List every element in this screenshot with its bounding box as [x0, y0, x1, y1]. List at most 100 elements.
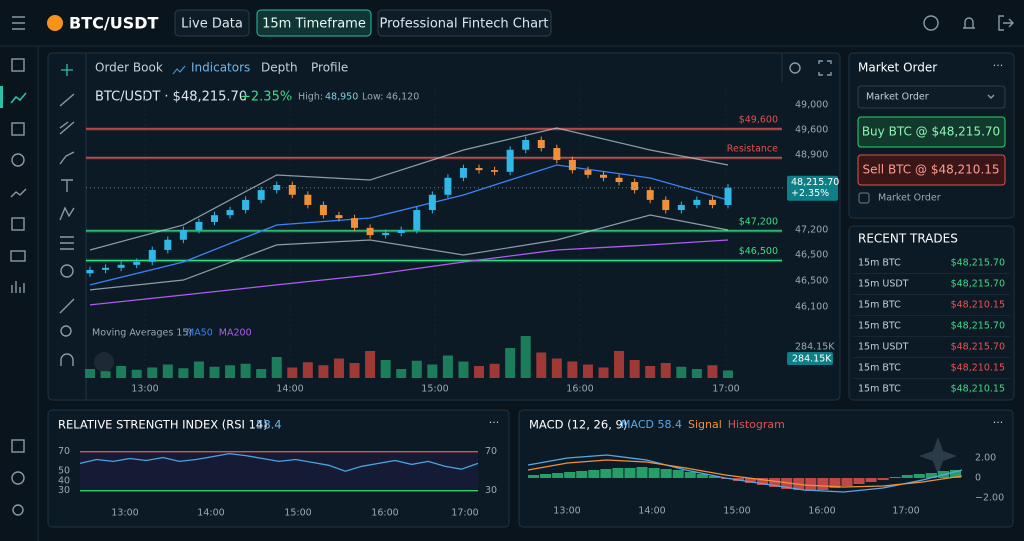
- tool-icon[interactable]: [60, 236, 74, 250]
- candle-body: [413, 210, 421, 230]
- candle-body: [444, 177, 452, 195]
- more-icon[interactable]: ···: [489, 416, 500, 429]
- histogram-bar: [877, 478, 889, 480]
- macd-line: [527, 459, 963, 488]
- checkbox-label[interactable]: Market Order: [878, 193, 941, 204]
- candle-body: [382, 232, 390, 236]
- tool-icon[interactable]: [59, 298, 75, 314]
- settings-icon[interactable]: [12, 504, 24, 516]
- candle-body: [677, 204, 685, 211]
- legend-title: Moving Averages 15): [92, 328, 192, 339]
- histogram-bar: [913, 474, 925, 478]
- sidebar: [0, 46, 39, 541]
- histogram-bar: [853, 478, 865, 484]
- menu-icon[interactable]: [12, 16, 25, 30]
- time-label: 17:00: [892, 506, 919, 517]
- histogram-bar: [588, 470, 600, 478]
- more-icon[interactable]: ···: [993, 59, 1004, 72]
- candle-body: [86, 269, 94, 274]
- nav-icon[interactable]: [11, 281, 25, 293]
- nav-icon[interactable]: [10, 188, 27, 198]
- button-active[interactable]: [256, 9, 372, 37]
- time-label: 16:00: [371, 508, 398, 519]
- time-label: 17:00: [451, 508, 478, 519]
- button-label[interactable]: Live Data: [181, 17, 243, 32]
- level-label: $47,200: [739, 216, 778, 227]
- candle-body: [195, 221, 203, 230]
- button-label[interactable]: 15m Timeframe: [262, 17, 366, 32]
- nav-icon[interactable]: [11, 471, 25, 485]
- candle-body: [568, 159, 576, 171]
- tool-icon[interactable]: [61, 64, 73, 76]
- histogram-bar: [708, 476, 720, 478]
- histogram-bar: [901, 475, 913, 478]
- tool-icon[interactable]: [59, 93, 75, 107]
- tool-icon[interactable]: [59, 206, 75, 221]
- volume-bar: [147, 367, 158, 378]
- time-label: 14:00: [197, 508, 224, 519]
- tab[interactable]: Depth: [261, 61, 298, 75]
- sell-button[interactable]: [857, 154, 1006, 186]
- sell-label[interactable]: Sell BTC @ $48,210.15: [862, 163, 999, 177]
- time-label: 17:00: [712, 384, 739, 395]
- candle-body: [631, 182, 639, 191]
- level-label: $49,600: [739, 114, 778, 125]
- nav-icon[interactable]: [10, 250, 26, 262]
- band-line: [89, 127, 729, 251]
- dropdown[interactable]: [857, 85, 1006, 109]
- time-label: 15:00: [284, 508, 311, 519]
- histogram-bar: [745, 478, 757, 483]
- nav-icon[interactable]: [11, 153, 25, 167]
- tool-icon[interactable]: [60, 325, 72, 337]
- nav-icon[interactable]: [11, 122, 25, 136]
- histogram-bar: [540, 474, 552, 478]
- checkbox[interactable]: [858, 192, 870, 204]
- button[interactable]: [377, 9, 552, 37]
- histogram-bar: [672, 470, 684, 478]
- tool-icon[interactable]: [60, 264, 74, 278]
- buy-button[interactable]: [857, 116, 1006, 148]
- tool-icon[interactable]: [60, 353, 74, 366]
- volume-bar: [116, 366, 127, 378]
- tool-icon[interactable]: [59, 151, 75, 165]
- logout-icon[interactable]: [998, 15, 1014, 31]
- nav-icon[interactable]: [11, 439, 25, 453]
- more-icon[interactable]: ···: [993, 416, 1004, 429]
- panel-title: Market Order: [858, 61, 937, 75]
- volume-bar: [178, 368, 189, 378]
- volume-axis-label: 284.15K: [795, 342, 835, 353]
- volume-bar: [520, 336, 531, 378]
- tab[interactable]: Profile: [311, 61, 348, 75]
- volume-bar: [474, 366, 485, 378]
- candle-body: [257, 190, 265, 200]
- histogram-bar: [552, 473, 564, 478]
- histogram-bar: [781, 478, 793, 489]
- buy-label[interactable]: Buy BTC @ $48,215.70: [862, 125, 1000, 139]
- candle-body: [491, 170, 499, 172]
- nav-icon-active[interactable]: [10, 92, 27, 104]
- fullscreen-icon[interactable]: [818, 60, 832, 76]
- rsi-value: 58.4: [256, 418, 282, 432]
- tab[interactable]: Order Book: [95, 61, 163, 75]
- button-label[interactable]: Professional Fintech Chart: [380, 17, 549, 32]
- help-icon[interactable]: [923, 15, 939, 31]
- volume-bar: [287, 367, 298, 378]
- time-label: 16:00: [566, 384, 593, 395]
- tool-icon[interactable]: [59, 121, 75, 135]
- button[interactable]: [174, 9, 250, 37]
- tool-icon[interactable]: [61, 179, 73, 192]
- candle-body: [179, 230, 187, 240]
- dropdown-label[interactable]: Market Order: [866, 92, 929, 103]
- settings-icon[interactable]: [789, 62, 801, 74]
- tab-active[interactable]: Indicators: [191, 61, 250, 75]
- volume-bar: [240, 363, 251, 378]
- y-tick-label: 70: [58, 446, 70, 457]
- nav-icon[interactable]: [11, 58, 25, 72]
- histogram-bar: [889, 477, 901, 478]
- nav-icon[interactable]: [11, 217, 25, 231]
- legend-entry: MA200: [219, 328, 252, 339]
- time-label: 13:00: [111, 508, 138, 519]
- candle-body: [242, 199, 250, 211]
- histogram-bar: [636, 467, 648, 478]
- bell-icon[interactable]: [963, 17, 975, 29]
